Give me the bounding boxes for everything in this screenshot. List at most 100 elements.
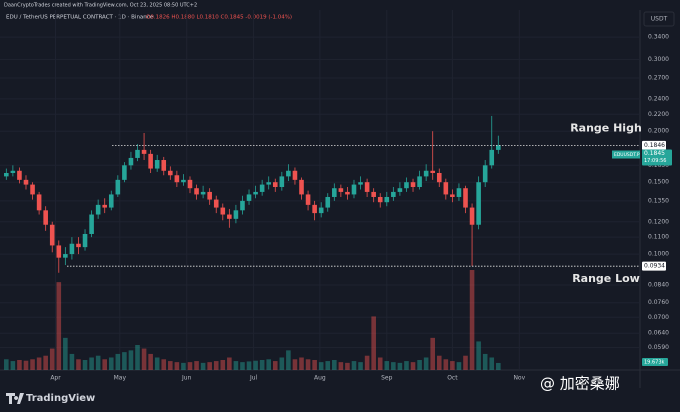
candle-body [213, 199, 219, 208]
candle-body [141, 149, 147, 154]
y-tick-label: 0.1200 [648, 218, 669, 225]
volume-bar [154, 357, 160, 370]
volume-bar [122, 352, 127, 370]
y-tick-label: 0.2400 [648, 95, 669, 102]
volume-bar [69, 353, 75, 370]
candle-body [30, 184, 35, 195]
candle-body [135, 149, 140, 158]
candle-body [482, 165, 488, 183]
volume-bar [227, 357, 232, 370]
volume-bar [292, 359, 298, 370]
candle-body [187, 179, 193, 189]
volume-bar [95, 355, 101, 370]
candle-body [463, 188, 468, 208]
volume-bar [305, 359, 311, 370]
grid [0, 10, 640, 370]
candle-body [430, 170, 436, 173]
volume-bar [423, 357, 429, 370]
candle-body [312, 204, 317, 214]
candle-body [476, 182, 481, 225]
x-tick-label: May [114, 375, 127, 382]
volume-bar [259, 360, 265, 370]
candle-body [233, 210, 239, 219]
candle-body [115, 179, 121, 195]
candle-body [56, 245, 62, 258]
volume-bar [194, 361, 199, 370]
volume-bar [286, 350, 291, 370]
candle-body [174, 175, 180, 183]
volume-bar [404, 361, 409, 370]
currency-box[interactable] [643, 11, 675, 27]
candle-body [102, 204, 108, 208]
candle-body [246, 194, 252, 201]
y-tick-label: 0.2700 [648, 75, 669, 82]
candle-body [286, 170, 291, 177]
volume-bar [496, 362, 501, 370]
candle-body [436, 172, 442, 183]
volume-bar [76, 359, 81, 370]
volume-bar [410, 362, 416, 370]
candle-body [220, 207, 226, 215]
volume-bar [351, 361, 357, 370]
volume-bar [279, 357, 285, 370]
y-tick-label: 0.3400 [648, 34, 669, 41]
candle-body [325, 196, 331, 208]
volume-bar [108, 357, 114, 370]
volume-bar [384, 361, 390, 370]
candle-body [23, 179, 29, 185]
volume-bar [430, 337, 436, 370]
x-tick-label: Jun [181, 375, 192, 382]
volume-bar [168, 361, 173, 370]
header: DaanCryptoTrades created with TradingVie… [4, 3, 197, 9]
candle-body [128, 157, 134, 166]
candle-body [391, 191, 396, 197]
volume-bar [272, 361, 278, 370]
y-tick-label: 0.2000 [648, 128, 669, 135]
candle-body [49, 224, 55, 246]
y-tick-label: 0.0760 [648, 299, 669, 306]
volume-bar [358, 362, 363, 370]
volume-bar [82, 360, 88, 370]
candle-body [95, 204, 101, 215]
volume-bar [187, 362, 193, 370]
candle-body [469, 207, 475, 225]
volume-bar [102, 359, 108, 370]
currency[interactable]: USDT [651, 16, 668, 23]
volume-bar [436, 355, 442, 370]
candle-body [489, 149, 495, 166]
symbol-tag [612, 150, 640, 159]
candle-body [227, 214, 232, 219]
candle-body [272, 182, 278, 187]
candle-body [200, 191, 206, 195]
volume-bar [391, 362, 396, 370]
candle-body [168, 170, 173, 176]
volume-bar [4, 359, 9, 370]
volume-bar [332, 360, 337, 370]
volume-bar [325, 361, 331, 370]
candle-body [43, 210, 48, 225]
volume-bar [56, 282, 62, 370]
candle-body [63, 254, 68, 258]
volume-bar [115, 353, 121, 370]
candle-body [253, 191, 258, 195]
volume-bar [345, 362, 350, 370]
candle-body [332, 188, 337, 197]
volume-bar [417, 360, 422, 370]
candle-body [496, 145, 501, 150]
volume-bar [135, 345, 140, 370]
volume-bar [240, 362, 245, 370]
ohlc: O0.1826 H0.1880 L0.1810 C0.1845 -0.0019 … [146, 15, 292, 21]
volume-bar [463, 355, 468, 370]
watermark: @ 加密桑娜 [540, 375, 620, 393]
volume-bar [450, 361, 455, 370]
volume-bar [148, 353, 153, 370]
brand: TradingView [26, 393, 95, 404]
y-tick-label: 0.0590 [648, 344, 669, 351]
x-tick-label: Nov [513, 375, 525, 382]
candle-body [36, 194, 42, 211]
candle-body [345, 191, 350, 195]
candle-body [207, 191, 212, 200]
volume-bar [397, 362, 403, 370]
x-tick-label: Apr [50, 375, 61, 382]
